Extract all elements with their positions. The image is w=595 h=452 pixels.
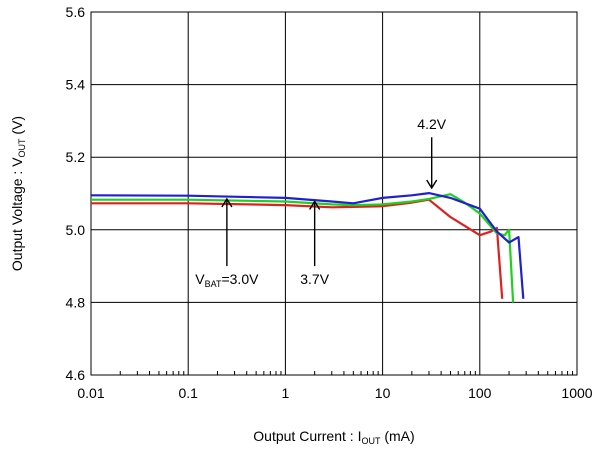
x-tick-label: 100 xyxy=(468,385,492,401)
y-tick-label: 5.4 xyxy=(66,77,86,93)
x-tick-label: 0.1 xyxy=(178,385,198,401)
y-tick-label: 5.0 xyxy=(66,222,86,238)
x-tick-label: 10 xyxy=(375,385,391,401)
y-tick-label: 5.6 xyxy=(66,4,86,20)
y-axis-label: Output Voltage : VOUT (V) xyxy=(9,116,27,271)
annotation-label-2: 4.2V xyxy=(417,116,446,132)
x-tick-label: 1 xyxy=(282,385,290,401)
series-line-2 xyxy=(90,192,525,299)
y-tick-label: 4.6 xyxy=(66,367,86,383)
plot-frame xyxy=(90,11,578,376)
y-tick-label: 5.2 xyxy=(66,149,86,165)
series-line-0 xyxy=(91,198,504,299)
x-tick-label: 0.01 xyxy=(77,385,104,401)
x-axis-label: Output Current : IOUT (mA) xyxy=(253,428,414,446)
y-tick-label: 4.8 xyxy=(66,294,86,310)
series-line-1 xyxy=(91,193,515,303)
annotation-arrowhead-1 xyxy=(309,200,321,210)
annotation-arrowhead-0 xyxy=(221,197,233,208)
x-tick-label: 1000 xyxy=(561,385,592,401)
annotation-arrowhead-2 xyxy=(426,179,438,190)
annotation-label-1: 3.7V xyxy=(300,271,329,287)
annotation-label-0: VBAT=3.0V xyxy=(195,271,259,289)
